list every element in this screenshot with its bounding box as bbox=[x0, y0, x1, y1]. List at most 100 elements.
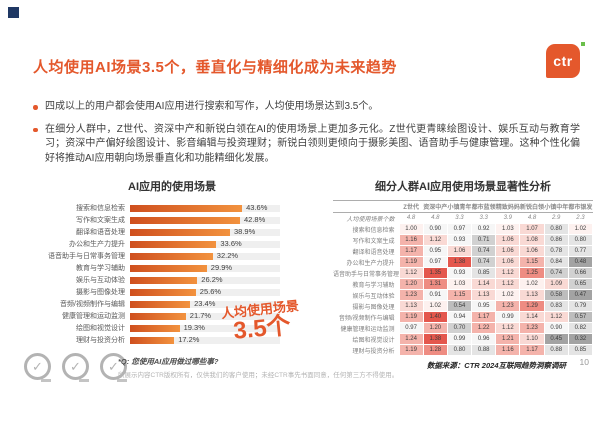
bar-row: 教育与学习辅助 29.9% bbox=[28, 262, 316, 274]
heatmap-row: 娱乐与互动体验 1.23 0.91 1.15 1.13 1.02 1.13 0.58 0.47 bbox=[333, 289, 594, 301]
bar-value-label: 21.7% bbox=[189, 311, 212, 320]
bar-row: 翻译和语音处理 38.9% bbox=[28, 226, 316, 238]
heatmap-cell: 0.32 bbox=[567, 333, 594, 345]
heatmap-cell: 1.12 bbox=[422, 234, 448, 246]
heatmap-cell: 0.93 bbox=[446, 267, 473, 279]
page-title: 人均使用AI场景3.5个，垂直化与精细化成为未来趋势 bbox=[33, 59, 397, 76]
bar-track: 21.7% bbox=[130, 311, 280, 320]
heatmap-row: 办公和生产力提升 1.19 0.97 1.38 0.74 1.06 1.15 0.84 0.48 bbox=[333, 256, 594, 268]
heatmap-cell: 3.3 bbox=[446, 212, 473, 224]
heatmap-cell: 0.97 bbox=[446, 223, 473, 235]
heatmap-row: 翻译和语音处理 1.17 0.95 1.06 0.74 1.06 1.06 0.78 0.77 bbox=[333, 245, 594, 257]
heatmap-cell: 0.54 bbox=[446, 300, 473, 312]
heatmap-cell: 1.02 bbox=[495, 289, 521, 301]
bar-row: 语音助手与日常事务管理 32.2% bbox=[28, 250, 316, 262]
bar-row: 理财与投资分析 17.2% bbox=[28, 334, 316, 346]
heatmap-cell: 1.00 bbox=[398, 223, 424, 235]
heatmap-row: 摄影与图像处理 1.13 1.02 0.54 0.95 1.23 1.29 0.83 0.79 bbox=[333, 300, 594, 312]
heatmap-row: 人均使用场景个数 4.8 4.8 3.3 3.3 3.9 4.8 2.9 2.3 bbox=[333, 212, 594, 224]
heatmap-cell: 1.12 bbox=[495, 267, 521, 279]
bar-category-label: 教育与学习辅助 bbox=[76, 265, 125, 272]
certification-seal-icon: ✓ bbox=[100, 353, 127, 382]
certification-seals: ✓ ✓ ✓ bbox=[24, 353, 127, 382]
bar-fill bbox=[130, 312, 186, 320]
heatmap-cell: 1.14 bbox=[471, 278, 497, 290]
heatmap-row-label: 健康管理和运动监测 bbox=[340, 326, 395, 333]
heatmap-row-label: 音频/视频制作与编辑 bbox=[338, 315, 395, 322]
heatmap-row: 搜索和信息检索 1.00 0.90 0.97 0.92 1.03 1.07 0.80 1.02 bbox=[333, 223, 594, 235]
bar-track: 25.6% bbox=[130, 287, 280, 296]
bullet-list: 四成以上的用户都会使用AI应用进行搜索和写作，人均使用场景达到3.5个。 在细分… bbox=[33, 100, 580, 174]
heatmap-cell: 1.28 bbox=[422, 344, 448, 356]
heatmap-cell: 0.77 bbox=[567, 245, 594, 257]
bar-chart: AI应用的使用场景 搜索和信息检索 43.6% 写作和文案生成 42.8% 翻译和语音处… bbox=[28, 178, 316, 346]
heatmap-corner-cell bbox=[333, 200, 399, 213]
heatmap-cell: 0.47 bbox=[567, 289, 594, 301]
heatmap-cell: 1.02 bbox=[567, 223, 594, 235]
bar-value-label: 29.9% bbox=[210, 263, 233, 272]
heatmap-cell: 1.06 bbox=[495, 256, 521, 268]
bar-value-label: 42.8% bbox=[244, 215, 266, 224]
heatmap-cell: 1.10 bbox=[519, 333, 545, 345]
bar-category-label: 语音助手与日常事务管理 bbox=[48, 253, 125, 260]
bar-fill bbox=[130, 324, 180, 332]
heatmap-cell: 0.78 bbox=[543, 245, 569, 257]
bar-row: 办公和生产力提升 33.6% bbox=[28, 238, 316, 250]
bar-value-label: 32.2% bbox=[216, 251, 239, 260]
heatmap-cell: 0.96 bbox=[471, 333, 497, 345]
corner-accent-square bbox=[8, 7, 19, 18]
bar-fill bbox=[130, 216, 240, 224]
heatmap-row: 教育与学习辅助 1.20 1.31 1.03 1.14 1.12 1.02 1.09 0.65 bbox=[333, 278, 594, 290]
bar-category-label: 写作和文案生成 bbox=[76, 217, 125, 224]
bullet-dot-icon bbox=[33, 127, 38, 132]
bar-fill bbox=[130, 252, 213, 260]
bar-row: 搜索和信息检索 43.6% bbox=[28, 202, 316, 214]
heatmap-cell: 0.66 bbox=[567, 267, 594, 279]
heatmap-title: 细分人群AI应用使用场景显著性分析 bbox=[375, 181, 551, 193]
heatmap-row: 健康管理和运动监测 0.97 1.20 0.70 1.22 1.12 1.23 0.90 0.8… bbox=[333, 322, 594, 334]
bar-category-label: 理财与投资分析 bbox=[76, 337, 125, 344]
bar-category-label: 办公和生产力提升 bbox=[69, 241, 125, 248]
heatmap-cell: 1.14 bbox=[519, 311, 545, 323]
heatmap-cell: 0.85 bbox=[471, 267, 497, 279]
heatmap-cell: 1.12 bbox=[495, 322, 521, 334]
heatmap-cell: 0.80 bbox=[543, 223, 569, 235]
bar-fill bbox=[130, 204, 243, 212]
heatmap-cell: 1.13 bbox=[398, 300, 424, 312]
heatmap-cell: 1.06 bbox=[446, 245, 473, 257]
certification-seal-icon: ✓ bbox=[62, 353, 89, 382]
logo-green-dot-icon bbox=[581, 42, 585, 46]
bar-track: 42.8% bbox=[130, 215, 280, 224]
heatmap-cell: 3.9 bbox=[495, 212, 521, 224]
heatmap-cell: 1.17 bbox=[471, 311, 497, 323]
heatmap-cell: 1.15 bbox=[519, 256, 545, 268]
heatmap-cell: 1.29 bbox=[519, 300, 545, 312]
bar-fill bbox=[130, 300, 191, 308]
heatmap-cell: 1.12 bbox=[398, 267, 424, 279]
heatmap-cell: 0.92 bbox=[471, 223, 497, 235]
heatmap-cell: 0.95 bbox=[422, 245, 448, 257]
heatmap-cell: 1.23 bbox=[495, 300, 521, 312]
bar-value-label: 19.3% bbox=[183, 323, 205, 332]
heatmap-cell: 0.80 bbox=[567, 234, 594, 246]
heatmap-row-label: 写作和文案生成 bbox=[352, 238, 395, 245]
heatmap-cell: 0.57 bbox=[567, 311, 594, 323]
heatmap-cell: 4.8 bbox=[398, 212, 424, 224]
heatmap-column-header: 精致妈妈 bbox=[495, 200, 520, 213]
heatmap-cell: 1.17 bbox=[398, 245, 424, 257]
heatmap-cell: 0.90 bbox=[422, 223, 448, 235]
bar-row: 摄影与图像处理 25.6% bbox=[28, 286, 316, 298]
heatmap-cell: 0.70 bbox=[446, 322, 473, 334]
heatmap-cell: 4.8 bbox=[422, 212, 448, 224]
heatmap-cell: 1.09 bbox=[543, 278, 569, 290]
heatmap-cell: 1.23 bbox=[398, 289, 424, 301]
heatmap-cell: 1.38 bbox=[446, 256, 473, 268]
data-source-note: 数据来源：CTR 2024互联网趋势洞察调研 bbox=[426, 361, 566, 370]
heatmap-cell: 1.40 bbox=[422, 311, 448, 323]
heatmap-cell: 0.85 bbox=[567, 344, 594, 356]
heatmap-row: 写作和文案生成 1.16 1.12 0.93 0.71 1.06 1.08 0.86 0.80 bbox=[333, 234, 594, 246]
bullet-item: 四成以上的用户都会使用AI应用进行搜索和写作，人均使用场景达到3.5个。 bbox=[33, 100, 580, 115]
bar-category-label: 搜索和信息检索 bbox=[76, 205, 125, 212]
heatmap-cell: 1.23 bbox=[519, 322, 545, 334]
